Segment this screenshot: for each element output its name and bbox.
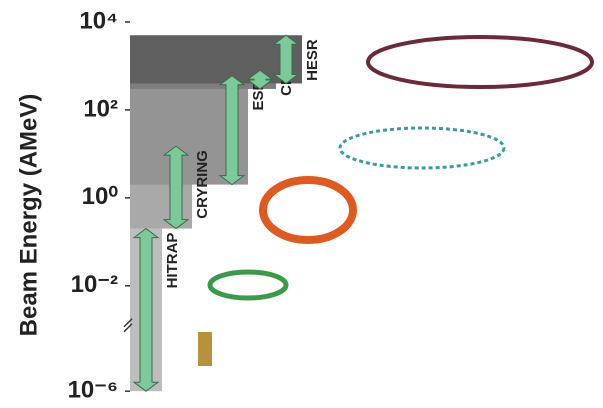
y-tick-label: 10² xyxy=(83,95,118,122)
y-axis-title: Beam Energy (AMeV) xyxy=(15,94,42,337)
y-tick-label: 10⁻² xyxy=(71,271,118,298)
hitrap-trap xyxy=(198,332,212,366)
facility-label: HITRAP xyxy=(164,233,181,289)
y-tick-label: 10⁴ xyxy=(79,7,118,34)
hesr-ring xyxy=(368,37,592,87)
cr-ring xyxy=(340,128,504,168)
facility-label: CRYRING xyxy=(194,150,211,219)
chart: Beam Energy (AMeV) 10⁴ 10² 10⁰ 10⁻² 10⁻⁶ HITR… xyxy=(0,0,603,408)
facility-label: HESR xyxy=(304,39,321,81)
y-tick-label: 10⁻⁶ xyxy=(68,377,118,404)
y-tick-label: 10⁰ xyxy=(82,183,119,210)
cryring-ring xyxy=(210,272,286,298)
esr-ring xyxy=(263,180,353,240)
